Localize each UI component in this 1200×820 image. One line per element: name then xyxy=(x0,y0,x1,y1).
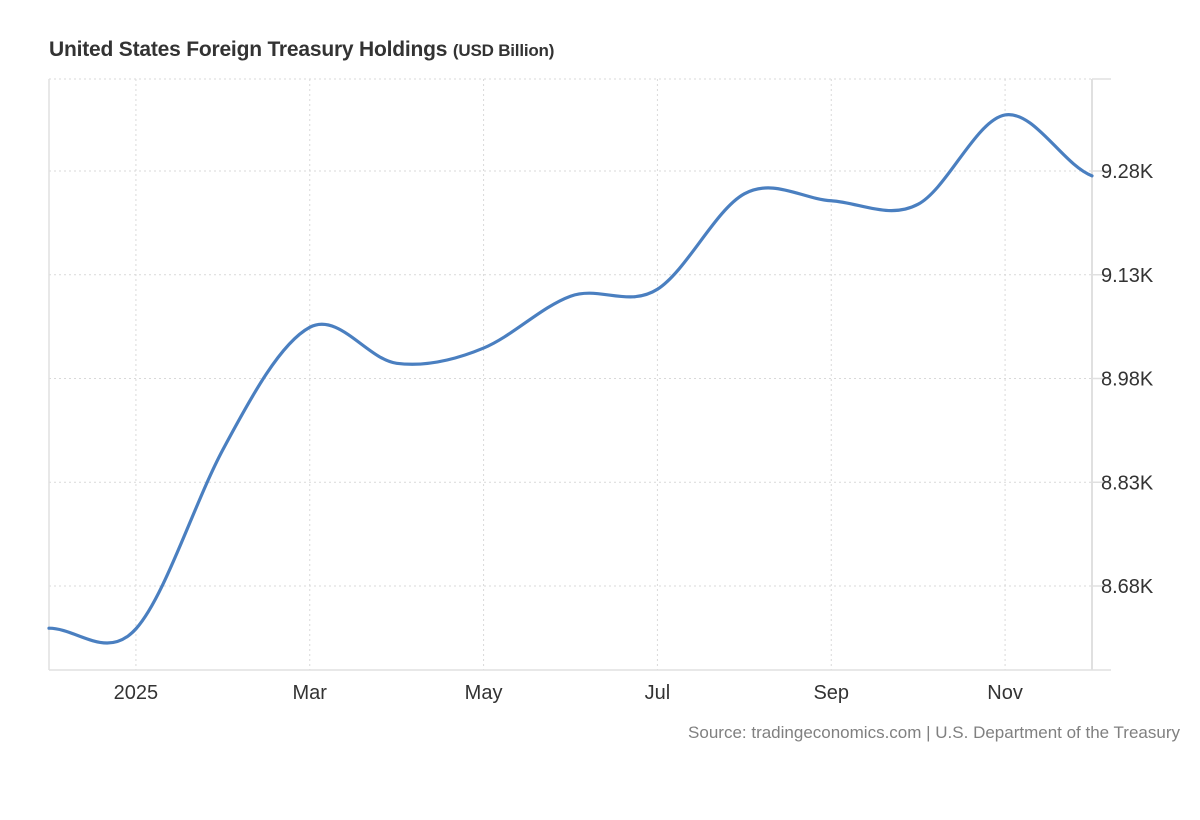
x-tick-label: Nov xyxy=(987,682,1023,704)
axes xyxy=(48,78,1111,671)
chart-title-text: United States Foreign Treasury Holdings xyxy=(49,38,448,61)
y-tick-label: 8.98K xyxy=(1101,369,1154,391)
y-tick-label: 9.13K xyxy=(1101,265,1154,287)
y-tick-label: 8.83K xyxy=(1101,472,1154,494)
x-tick-label: 2025 xyxy=(114,682,159,704)
x-axis-labels: 2025 Mar May Jul Sep Nov xyxy=(114,682,1023,704)
chart-title: United States Foreign Treasury Holdings … xyxy=(49,38,554,62)
x-tick-label: Sep xyxy=(813,682,849,704)
x-tick-label: Jul xyxy=(645,682,671,704)
source-attribution: Source: tradingeconomics.com | U.S. Depa… xyxy=(688,723,1180,742)
gridlines xyxy=(49,78,1092,670)
data-line[interactable] xyxy=(47,113,1094,645)
y-axis-labels: 8.68K 8.83K 8.98K 9.13K 9.28K xyxy=(1101,161,1154,598)
chart-unit: (USD Billion) xyxy=(452,41,555,60)
x-tick-label: May xyxy=(465,682,503,704)
y-tick-label: 8.68K xyxy=(1101,576,1154,598)
x-tick-label: Mar xyxy=(293,682,328,704)
y-tick-label: 9.28K xyxy=(1101,161,1154,183)
